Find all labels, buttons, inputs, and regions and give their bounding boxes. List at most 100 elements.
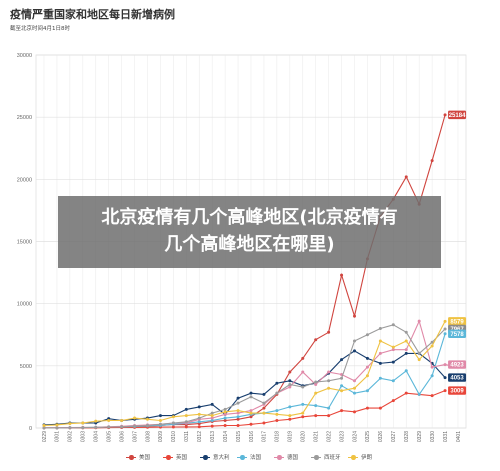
data-point — [223, 419, 227, 423]
value-badge-label: 8579 — [450, 319, 464, 325]
data-point — [42, 426, 46, 430]
data-point — [417, 358, 421, 362]
data-point — [55, 423, 59, 427]
legend-label: 意大利 — [213, 455, 230, 461]
data-point — [171, 421, 175, 425]
data-point — [391, 323, 395, 327]
x-tick-label: 0327 — [391, 431, 397, 442]
data-point — [314, 338, 318, 342]
x-tick-label: 0401 — [456, 431, 462, 442]
legend-label: 伊朗 — [361, 455, 373, 461]
data-point — [365, 356, 369, 360]
data-point — [262, 406, 266, 410]
data-point — [223, 412, 227, 416]
data-point — [146, 417, 149, 421]
data-point — [378, 361, 382, 365]
data-point — [404, 351, 408, 355]
data-point — [81, 421, 85, 425]
legend-label: 法国 — [250, 455, 262, 461]
x-tick-label: 0308 — [145, 431, 151, 442]
legend-item: 意大利 — [200, 453, 230, 461]
data-point — [171, 425, 175, 429]
data-point — [353, 386, 356, 390]
data-point — [430, 159, 434, 163]
x-tick-label: 0311 — [184, 431, 190, 442]
data-point — [288, 385, 292, 389]
legend-item: 美国 — [126, 453, 150, 461]
legend-marker — [129, 455, 134, 460]
y-tick-label: 5000 — [20, 364, 32, 370]
data-point — [430, 365, 434, 369]
chart-title: 疫情严重国家和地区每日新增病例 — [10, 8, 175, 21]
data-point — [391, 399, 395, 403]
data-point — [314, 382, 318, 386]
x-tick-label: 0315 — [236, 431, 242, 442]
data-point — [443, 332, 447, 336]
data-point — [365, 365, 369, 369]
data-point — [404, 348, 408, 352]
data-point — [249, 411, 253, 415]
x-tick-label: 0318 — [275, 431, 281, 442]
data-point — [314, 380, 318, 384]
value-badge — [448, 373, 467, 382]
data-point — [340, 389, 344, 393]
legend-label: 西班牙 — [324, 455, 341, 461]
data-point — [391, 345, 395, 349]
data-point — [327, 370, 331, 374]
x-tick-label: 0306 — [119, 431, 125, 442]
legend-item: 伊朗 — [348, 453, 372, 461]
data-point — [314, 414, 318, 418]
headline-overlay: 北京疫情有几个高峰地区(北京疫情有 几个高峰地区在哪里) — [58, 196, 441, 268]
data-point — [340, 273, 344, 277]
data-point — [236, 417, 240, 421]
data-point — [404, 391, 408, 395]
data-point — [417, 319, 421, 323]
x-tick-label: 0325 — [365, 431, 371, 442]
data-point — [365, 389, 369, 393]
chart-subtitle: 截至北京时间4月1日8时 — [10, 26, 70, 32]
data-point — [353, 391, 356, 395]
data-point — [262, 401, 266, 405]
x-tick-label: 0330 — [430, 431, 436, 442]
data-point — [327, 406, 331, 410]
x-tick-label: 0302 — [68, 431, 74, 442]
data-point — [81, 426, 85, 430]
headline-line-1: 北京疫情有几个高峰地区(北京疫情有 — [101, 207, 398, 228]
x-tick-label: 0321 — [313, 431, 319, 442]
data-point — [327, 330, 331, 334]
x-tick-label: 0307 — [132, 431, 138, 442]
y-tick-label: 10000 — [17, 302, 32, 308]
data-point — [197, 405, 201, 409]
legend-label: 英国 — [176, 455, 188, 461]
data-point — [223, 424, 227, 428]
data-point — [443, 376, 447, 380]
data-point — [404, 175, 408, 179]
data-point — [184, 414, 188, 418]
legend-item: 英国 — [163, 453, 187, 461]
data-point — [301, 356, 305, 360]
x-tick-label: 0331 — [443, 431, 449, 442]
x-tick-label: 0304 — [94, 431, 100, 442]
data-point — [223, 410, 227, 414]
x-tick-label: 0322 — [326, 431, 332, 442]
data-point — [378, 351, 382, 355]
value-badge-label: 3009 — [450, 389, 464, 395]
data-point — [417, 351, 421, 355]
data-point — [301, 411, 305, 415]
data-point — [430, 344, 434, 348]
data-point — [443, 327, 447, 331]
x-tick-label: 0314 — [223, 431, 229, 442]
data-point — [184, 425, 188, 429]
data-point — [327, 379, 331, 383]
data-point — [275, 409, 279, 413]
data-point — [430, 394, 434, 398]
legend-swatch — [311, 455, 321, 460]
x-tick-label: 0319 — [288, 431, 294, 442]
series-line — [44, 114, 446, 429]
data-point — [249, 395, 253, 399]
data-point — [404, 369, 408, 373]
data-point — [340, 384, 344, 388]
legend-swatch — [163, 455, 173, 460]
data-point — [391, 348, 395, 352]
